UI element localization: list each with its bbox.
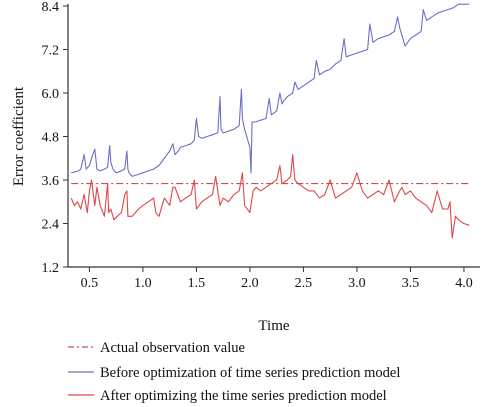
- legend-label: After optimizing the time series predict…: [100, 388, 387, 404]
- y-axis: 1.2 2.4 3.6 4.8 6.0 7.2 8.4: [42, 0, 68, 276]
- legend-label: Before optimization of time series predi…: [100, 365, 400, 381]
- x-tick-label: 3.5: [402, 276, 420, 291]
- legend-label: Actual observation value: [100, 340, 245, 356]
- x-axis: 0.5 1.0 1.5 2.0 2.5 3.0 3.5 4.0: [81, 267, 473, 291]
- x-tick-label: 1.5: [188, 276, 206, 291]
- x-tick-label: 3.0: [348, 276, 366, 291]
- x-tick-label: 0.5: [81, 276, 99, 291]
- x-tick-label: 2.0: [241, 276, 259, 291]
- y-tick-label: 8.4: [42, 0, 60, 15]
- y-tick-label: 4.8: [42, 131, 60, 146]
- series-line-2: [71, 3, 470, 177]
- y-tick-label: 1.2: [42, 261, 60, 276]
- plot-frame: [67, 4, 480, 268]
- series-layer: [70, 3, 470, 239]
- y-tick-label: 7.2: [42, 44, 60, 59]
- x-axis-title: Time: [258, 318, 289, 334]
- x-tick-label: 1.0: [134, 276, 152, 291]
- y-tick-label: 3.6: [42, 174, 60, 189]
- y-axis-title: Error coefficient: [11, 86, 27, 186]
- y-tick-label: 2.4: [42, 218, 60, 233]
- legend: Actual observation value Before optimizat…: [68, 340, 400, 404]
- x-tick-label: 2.5: [295, 276, 313, 291]
- x-tick-label: 4.0: [455, 276, 473, 291]
- y-tick-label: 6.0: [42, 87, 60, 102]
- series-line-3: [70, 154, 470, 239]
